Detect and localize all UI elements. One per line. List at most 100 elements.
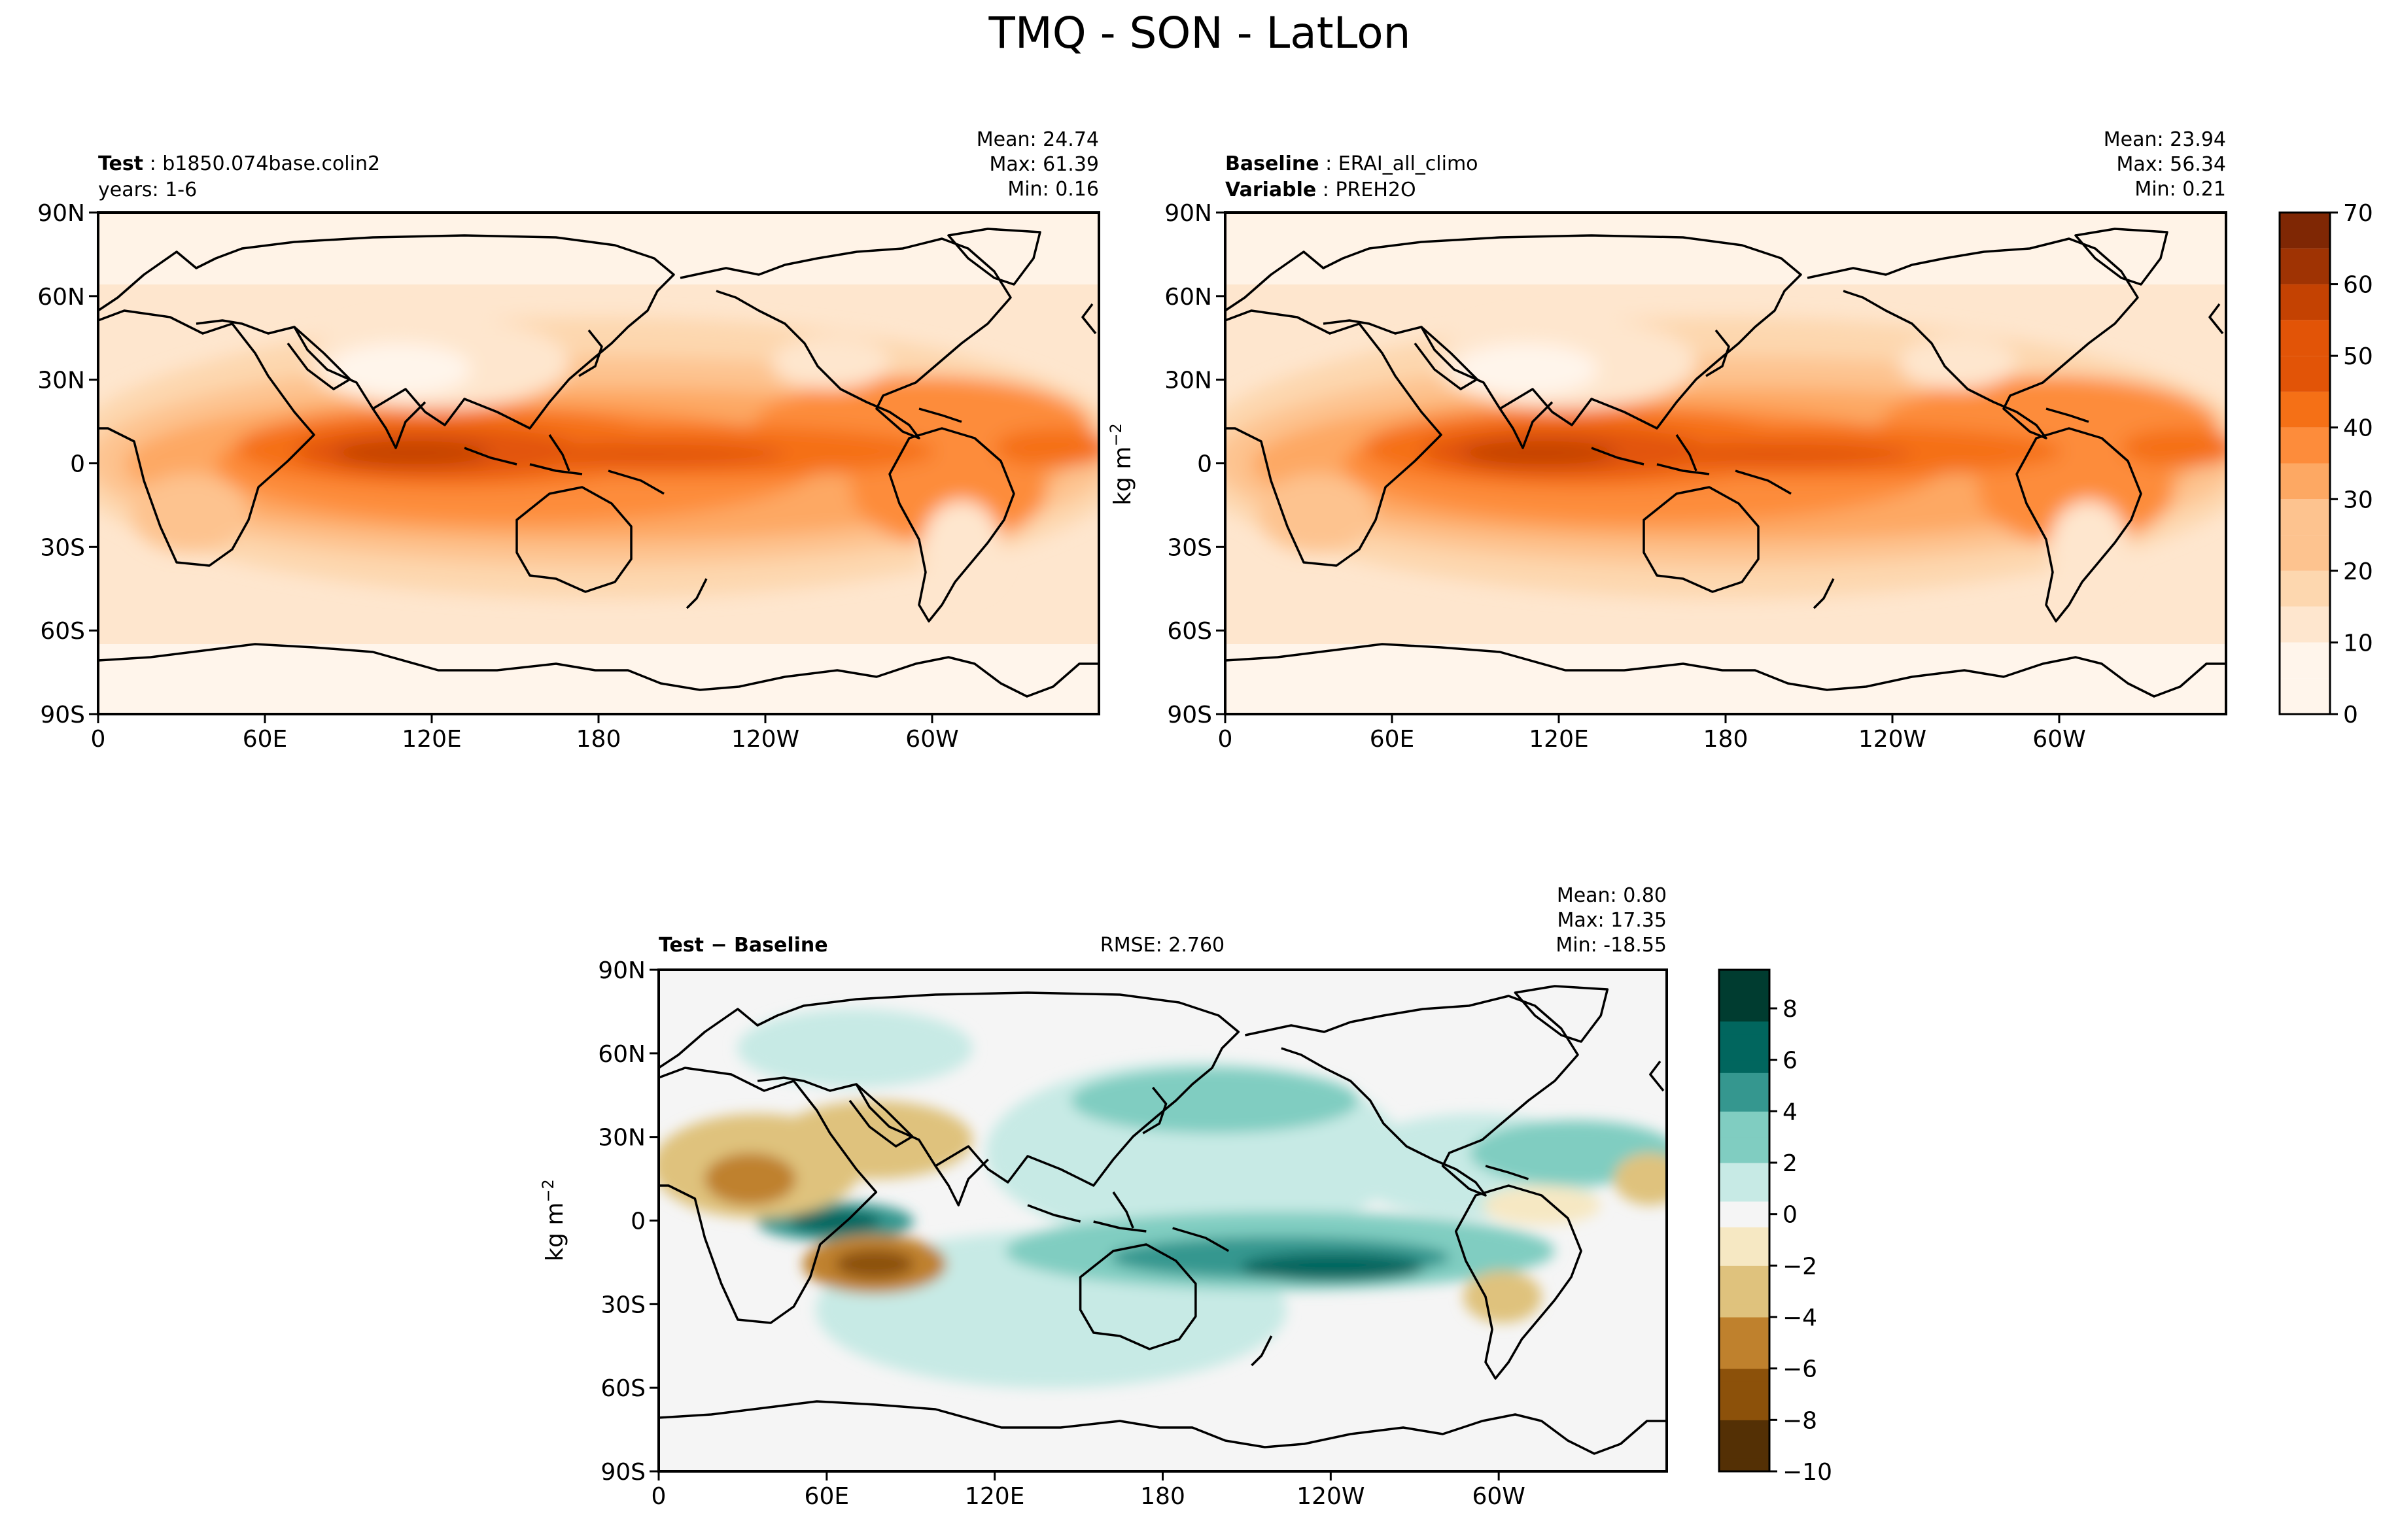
baseline-max: Max: 56.34 <box>2116 153 2226 176</box>
test-ytick-label: 60N <box>37 284 85 311</box>
div-colorbar-tick-label: 0 <box>1783 1202 1798 1229</box>
div-colorbar-band <box>1719 1047 1769 1061</box>
div-colorbar-band <box>1719 970 1769 984</box>
test-xtick-label: 60W <box>905 726 958 753</box>
baseline-ytick-label: 30S <box>1167 534 1212 561</box>
test-xtick-label: 0 <box>91 726 106 753</box>
seq-colorbar-band <box>2280 642 2330 679</box>
seq-colorbar-tick-label: 20 <box>2343 558 2373 585</box>
test-ytick-label: 90S <box>40 702 85 728</box>
baseline-label: Baseline : ERAI_all_climo <box>1225 152 1478 175</box>
div-colorbar-band <box>1719 1021 1769 1035</box>
div-colorbar-tick-label: 4 <box>1783 1099 1798 1125</box>
diff-units-label: kg m−2 <box>539 1179 568 1261</box>
div-colorbar-band <box>1719 1343 1769 1356</box>
seq-colorbar-band <box>2280 427 2330 464</box>
diff-ytick-label: 90N <box>598 957 646 984</box>
test-field <box>98 213 1099 714</box>
test-max: Max: 61.39 <box>989 153 1099 176</box>
div-colorbar-band <box>1719 1304 1769 1318</box>
div-colorbar-band <box>1719 1163 1769 1176</box>
diff-mean: Mean: 0.80 <box>1557 884 1667 907</box>
div-colorbar-band <box>1719 1072 1769 1086</box>
test-ytick-label: 30N <box>37 368 85 394</box>
test-ytick-label: 90N <box>37 200 85 227</box>
div-colorbar-band <box>1719 1098 1769 1112</box>
diff-xtick-label: 60W <box>1472 1483 1525 1510</box>
div-colorbar-band <box>1719 1458 1769 1472</box>
seq-colorbar-band <box>2280 248 2330 284</box>
div-colorbar-band <box>1719 1188 1769 1202</box>
seq-colorbar-band <box>2280 535 2330 571</box>
diff-xtick-label: 60E <box>805 1483 850 1510</box>
div-colorbar-band <box>1719 1111 1769 1125</box>
test-xtick-label: 180 <box>576 726 621 753</box>
diff-ytick-label: 30N <box>598 1125 646 1152</box>
diff-ytick-label: 60N <box>598 1041 646 1068</box>
diff-field <box>659 970 1667 1471</box>
test-axis-ticks: 0 60E 120E 180 120W 60W 90N 60N 30N 0 30S 60S 90S <box>37 200 958 753</box>
seq-colorbar-band <box>2280 320 2330 356</box>
baseline-ytick-label: 60N <box>1164 284 1212 311</box>
diff-label: Test − Baseline <box>659 934 828 957</box>
seq-colorbar-band <box>2280 463 2330 500</box>
seq-colorbar-tick-label: 0 <box>2343 702 2358 728</box>
div-colorbar-tick-label: −2 <box>1783 1253 1817 1280</box>
div-colorbar-band <box>1719 1059 1769 1073</box>
diff-xtick-label: 180 <box>1140 1483 1185 1510</box>
baseline-xtick-label: 180 <box>1703 726 1748 753</box>
div-colorbar-band <box>1719 1329 1769 1343</box>
seq-colorbar-tick-label: 10 <box>2343 630 2373 657</box>
div-colorbar-tick-label: 8 <box>1783 996 1798 1023</box>
seq-colorbar-tick-label: 70 <box>2343 200 2373 227</box>
diff-ytick-label: 90S <box>600 1459 646 1486</box>
test-ytick-label: 0 <box>70 451 85 478</box>
baseline-mean: Mean: 23.94 <box>2104 128 2226 151</box>
baseline-xtick-label: 60W <box>2032 726 2085 753</box>
seq-colorbar-band <box>2280 606 2330 643</box>
diff-xtick-label: 120E <box>965 1483 1024 1510</box>
baseline-variable: Variable : PREH2O <box>1225 179 1416 201</box>
div-colorbar-band <box>1719 1407 1769 1420</box>
div-colorbar-band <box>1719 1034 1769 1048</box>
test-xtick-label: 120E <box>402 726 461 753</box>
div-colorbar-band <box>1719 995 1769 1009</box>
div-colorbar-band <box>1719 1137 1769 1150</box>
test-ytick-label: 60S <box>40 618 85 645</box>
div-colorbar-band <box>1719 1420 1769 1433</box>
seq-colorbar-band <box>2280 499 2330 536</box>
diff-min: Min: -18.55 <box>1556 934 1667 957</box>
baseline-ytick-label: 60S <box>1167 618 1212 645</box>
div-colorbar-band <box>1719 1381 1769 1395</box>
seq-colorbar: 0 10 20 30 40 50 60 70 <box>2278 200 2373 728</box>
div-colorbar-band <box>1719 1433 1769 1446</box>
seq-colorbar-band <box>2280 391 2330 428</box>
seq-colorbar-band <box>2280 213 2330 248</box>
div-colorbar-band <box>1719 1291 1769 1305</box>
div-colorbar-band <box>1719 1124 1769 1138</box>
diff-axis-ticks: 0 60E 120E 180 120W 60W 90N 60N 30N 0 30S 60S 90S <box>598 957 1525 1510</box>
div-colorbar-band <box>1719 1086 1769 1099</box>
div-colorbar-band <box>1719 1317 1769 1331</box>
div-colorbar: 8 6 4 2 0 −2 −4 −6 −8 −10 <box>1718 968 1832 1486</box>
diff-ytick-label: 0 <box>631 1208 646 1235</box>
diff-xtick-label: 0 <box>652 1483 667 1510</box>
div-colorbar-band <box>1719 1201 1769 1215</box>
div-colorbar-band <box>1719 982 1769 996</box>
div-colorbar-tick-label: −10 <box>1783 1459 1832 1486</box>
div-colorbar-band <box>1719 1368 1769 1382</box>
div-colorbar-band <box>1719 1445 1769 1459</box>
baseline-ytick-label: 90S <box>1167 702 1212 728</box>
seq-colorbar-tick-label: 60 <box>2343 272 2373 299</box>
seq-colorbar-tick-label: 50 <box>2343 343 2373 370</box>
baseline-xtick-label: 120E <box>1529 726 1588 753</box>
baseline-xtick-label: 120W <box>1858 726 1926 753</box>
test-min: Min: 0.16 <box>1007 178 1099 201</box>
baseline-units-label: kg m−2 <box>1107 423 1136 505</box>
baseline-panel: Baseline : ERAI_all_climo Variable : PRE… <box>1107 128 2227 753</box>
div-colorbar-tick-label: 2 <box>1783 1150 1798 1177</box>
test-label: Test : b1850.074base.colin2 <box>98 152 380 175</box>
div-colorbar-band <box>1719 1175 1769 1189</box>
div-colorbar-band <box>1719 1252 1769 1266</box>
div-colorbar-tick-label: −4 <box>1783 1305 1817 1331</box>
